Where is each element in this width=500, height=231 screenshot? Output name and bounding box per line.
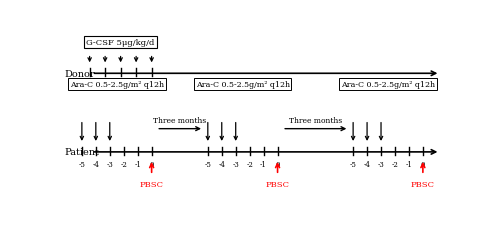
Text: Ara-C 0.5-2.5g/m² q12h: Ara-C 0.5-2.5g/m² q12h (196, 81, 290, 89)
Text: -1: -1 (132, 82, 140, 90)
Text: PBSC: PBSC (266, 180, 289, 188)
Text: Patient: Patient (64, 148, 100, 157)
Text: -4: -4 (92, 160, 100, 168)
Text: 0: 0 (276, 160, 280, 168)
Text: -4: -4 (86, 82, 94, 90)
Text: -3: -3 (106, 160, 113, 168)
Text: PBSC: PBSC (140, 180, 164, 188)
Text: -5: -5 (78, 160, 86, 168)
Text: Ara-C 0.5-2.5g/m² q12h: Ara-C 0.5-2.5g/m² q12h (341, 81, 435, 89)
Text: -1: -1 (134, 160, 141, 168)
Text: 0: 0 (420, 160, 425, 168)
Text: PBSC: PBSC (411, 180, 435, 188)
Text: Ara-C 0.5-2.5g/m² q12h: Ara-C 0.5-2.5g/m² q12h (70, 81, 164, 89)
Text: 0: 0 (149, 82, 154, 90)
Text: -1: -1 (406, 160, 412, 168)
Text: Donor: Donor (64, 70, 95, 79)
Text: -2: -2 (117, 82, 124, 90)
Text: -1: -1 (260, 160, 267, 168)
Text: -4: -4 (218, 160, 225, 168)
Text: -4: -4 (364, 160, 370, 168)
Text: 0: 0 (150, 160, 154, 168)
Text: -3: -3 (378, 160, 384, 168)
Text: Three months: Three months (289, 117, 343, 125)
Text: Three months: Three months (154, 117, 206, 125)
Text: -2: -2 (120, 160, 127, 168)
Text: -3: -3 (232, 160, 239, 168)
Text: -3: -3 (102, 82, 109, 90)
Text: -2: -2 (246, 160, 253, 168)
Text: -5: -5 (204, 160, 212, 168)
Text: G-CSF 5μg/kg/d: G-CSF 5μg/kg/d (86, 39, 155, 47)
Text: -5: -5 (350, 160, 356, 168)
Text: -2: -2 (392, 160, 398, 168)
